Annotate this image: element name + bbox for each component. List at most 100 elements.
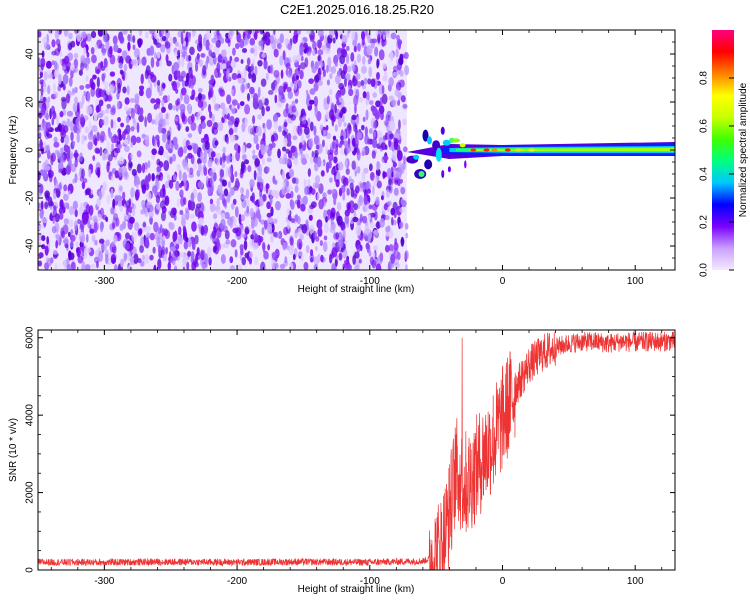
noise-blob	[349, 207, 355, 214]
noise-blob	[329, 227, 336, 234]
noise-blob	[176, 164, 181, 172]
noise-blob	[38, 241, 42, 248]
noise-blob	[211, 37, 218, 44]
noise-blob	[229, 256, 234, 264]
noise-blob	[199, 249, 205, 260]
noise-blob	[181, 80, 186, 88]
noise-blob	[56, 116, 60, 126]
noise-blob	[312, 49, 316, 57]
noise-blob	[170, 207, 177, 214]
noise-blob	[179, 188, 184, 197]
noise-blob	[367, 214, 371, 221]
noise-blob	[326, 95, 330, 105]
noise-blob	[85, 75, 89, 82]
noise-blob	[79, 202, 85, 213]
noise-blob	[157, 180, 160, 190]
noise-blob	[96, 76, 100, 88]
noise-blob	[327, 189, 332, 195]
noise-blob	[149, 232, 155, 241]
noise-blob	[283, 226, 289, 236]
noise-blob	[140, 235, 144, 247]
noise-blob	[322, 192, 327, 199]
noise-blob	[155, 60, 160, 67]
noise-blob	[197, 99, 204, 108]
noise-blob	[253, 45, 258, 50]
noise-blob	[132, 207, 136, 217]
noise-blob	[79, 241, 84, 248]
noise-blob	[249, 86, 255, 95]
noise-blob	[192, 161, 198, 170]
colorbar-label: Normalized spectral amplitude	[738, 82, 749, 217]
noise-blob	[359, 244, 363, 252]
noise-blob	[68, 206, 75, 215]
noise-blob	[399, 207, 406, 213]
snr-y-ticks: 0 2000 4000 6000	[25, 326, 675, 573]
noise-blob	[65, 165, 71, 175]
noise-blob	[328, 109, 335, 121]
noise-blob	[89, 228, 95, 234]
noise-blob	[282, 50, 286, 61]
noise-blob	[145, 31, 149, 39]
noise-blob	[356, 147, 360, 156]
noise-blob	[165, 141, 170, 151]
noise-blob	[299, 46, 304, 57]
noise-blob	[206, 55, 210, 64]
y-tick-label: -40	[25, 238, 36, 253]
noise-blob	[84, 57, 91, 65]
noise-blob	[140, 209, 145, 215]
noise-blob	[181, 56, 185, 68]
noise-blob	[361, 147, 366, 157]
noise-blob	[178, 44, 182, 52]
noise-blob	[367, 236, 371, 244]
noise-blob	[90, 46, 95, 55]
noise-blob	[343, 259, 350, 265]
noise-blob	[323, 115, 327, 124]
noise-blob	[161, 131, 167, 143]
noise-blob	[294, 68, 301, 76]
noise-blob	[139, 260, 145, 267]
noise-blob	[382, 75, 388, 82]
noise-blob	[237, 77, 244, 84]
noise-blob	[134, 221, 140, 232]
noise-blob	[52, 110, 57, 120]
noise-blob	[394, 262, 400, 269]
noise-blob	[313, 263, 319, 270]
noise-blob	[96, 131, 101, 142]
noise-blob	[123, 252, 128, 261]
noise-blob	[165, 246, 168, 255]
noise-blob	[290, 82, 294, 88]
noise-blob	[260, 261, 266, 270]
noise-blob	[76, 102, 80, 113]
noise-blob	[335, 232, 340, 240]
noise-blob	[187, 199, 192, 211]
signal-onset-blob	[447, 166, 451, 173]
noise-blob	[367, 58, 372, 65]
noise-blob	[399, 70, 404, 77]
noise-blob	[326, 111, 330, 120]
noise-blob	[82, 213, 89, 225]
noise-blob	[97, 166, 101, 179]
noise-blob	[172, 250, 178, 261]
noise-blob	[59, 111, 64, 118]
noise-blob	[122, 86, 127, 94]
noise-blob	[205, 39, 210, 51]
noise-blob	[353, 203, 359, 211]
noise-blob	[270, 134, 275, 143]
noise-blob	[316, 192, 320, 201]
noise-blob	[240, 59, 244, 64]
noise-blob	[119, 224, 124, 232]
noise-blob	[333, 149, 339, 156]
noise-blob	[231, 72, 238, 80]
noise-blob	[114, 170, 120, 179]
noise-blob	[382, 62, 387, 69]
noise-blob	[279, 263, 286, 270]
noise-blob	[347, 65, 352, 73]
noise-blob	[326, 64, 329, 74]
noise-blob	[187, 133, 193, 138]
noise-blob	[396, 205, 402, 216]
noise-blob	[98, 99, 104, 107]
noise-blob	[389, 50, 394, 62]
noise-blob	[81, 181, 86, 190]
noise-blob	[254, 204, 259, 212]
